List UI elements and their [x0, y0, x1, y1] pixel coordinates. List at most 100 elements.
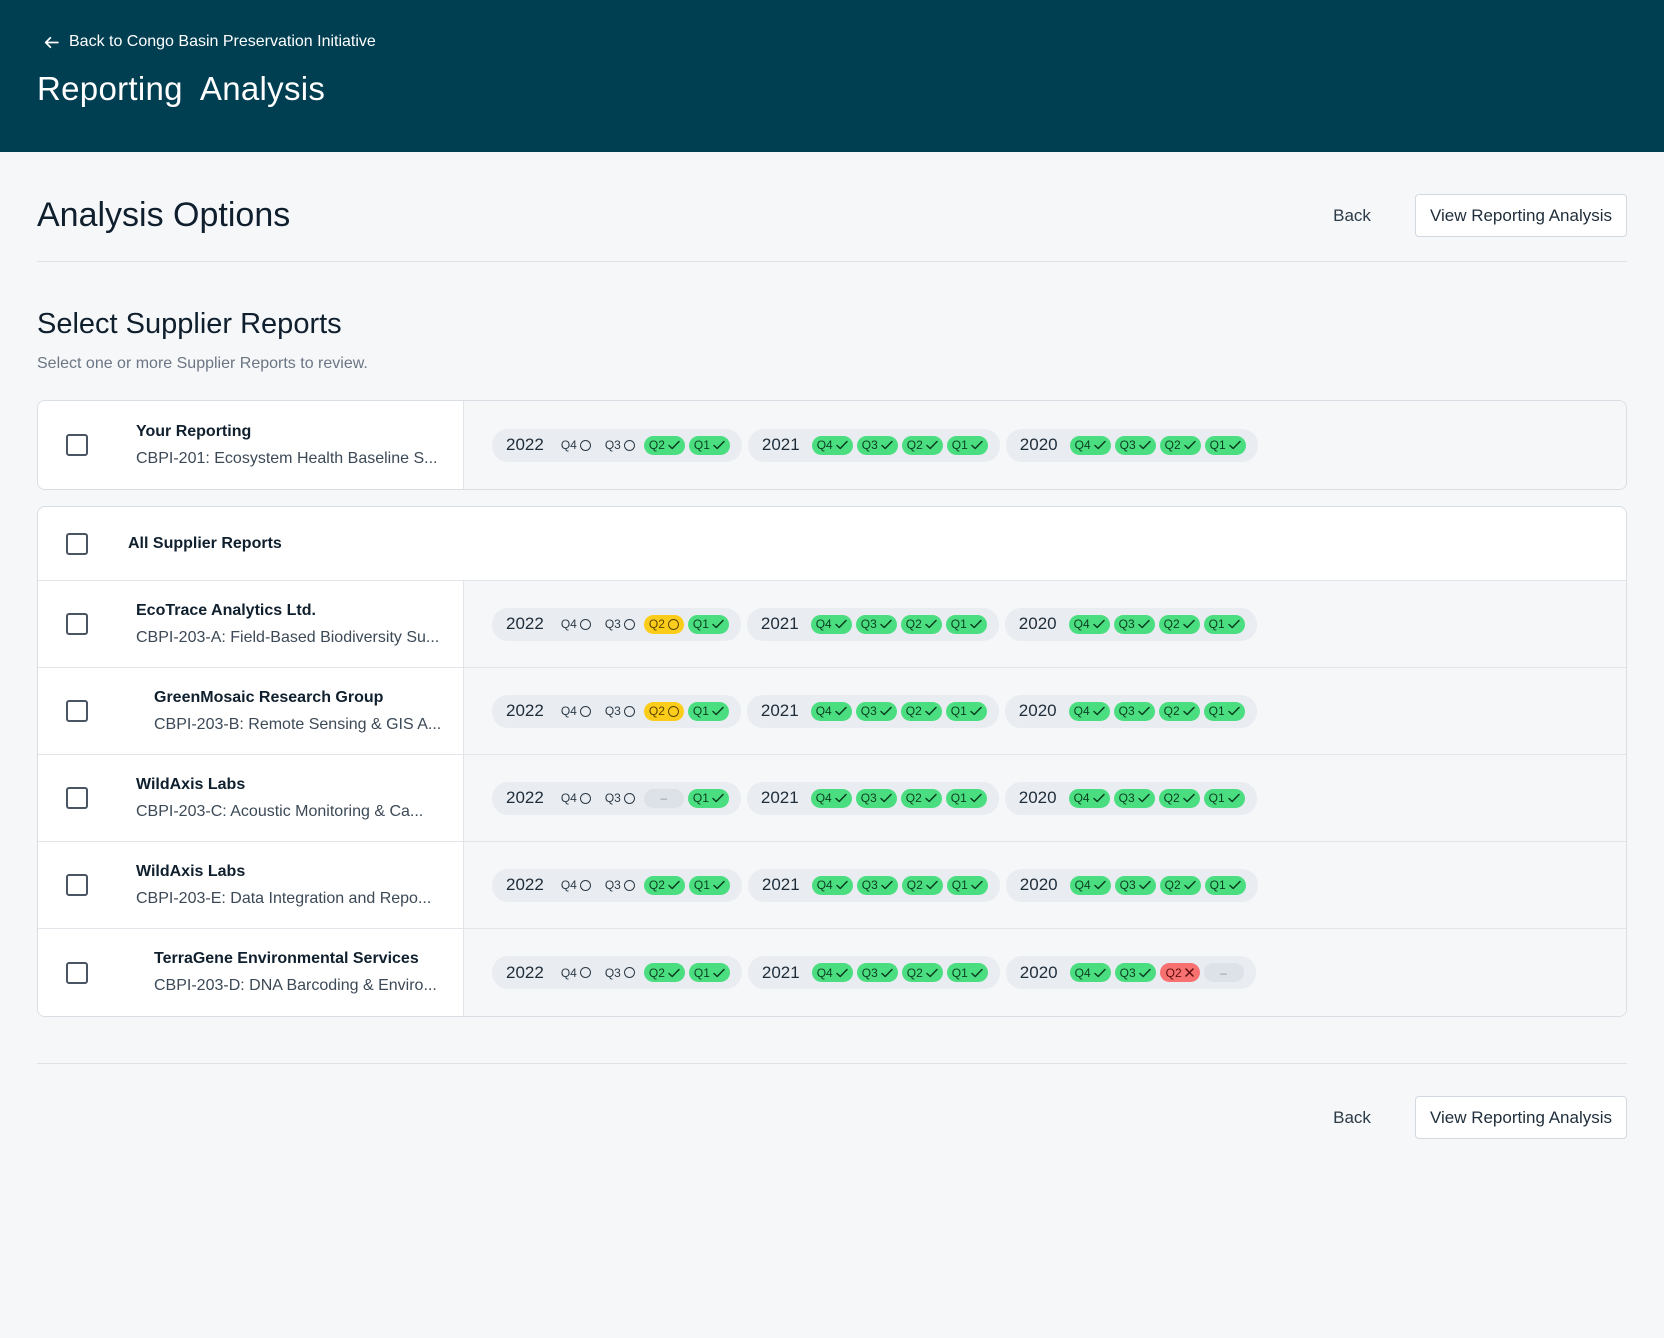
- footer-view-reporting-analysis-button[interactable]: View Reporting Analysis: [1414, 1096, 1627, 1139]
- check-icon: [1092, 619, 1105, 629]
- quarter-label: Q3: [604, 965, 621, 980]
- quarter-label: Q4: [560, 878, 577, 892]
- circle-icon: [623, 879, 635, 891]
- quarter-badge-done: Q1: [688, 435, 730, 455]
- quarter-label: Q1: [950, 617, 967, 631]
- report-description: CBPI-203-C: Acoustic Monitoring & Ca...: [136, 802, 424, 820]
- supplier-report-row: EcoTrace Analytics Ltd. CBPI-203-A: Field…: [38, 580, 1626, 667]
- quarter-badge-done: Q2: [1159, 875, 1201, 895]
- check-icon: [668, 880, 680, 890]
- check-icon: [835, 440, 848, 450]
- quarter-label: Q4: [815, 791, 832, 805]
- back-to-initiative-link[interactable]: Back to Congo Basin Preservation Initiat…: [43, 33, 376, 51]
- check-icon: [713, 440, 725, 450]
- year-label: 2022: [506, 614, 544, 633]
- quarter-badge-done: Q4: [811, 875, 853, 895]
- quarter-label: Q4: [1073, 617, 1090, 631]
- view-reporting-analysis-button[interactable]: View Reporting Analysis: [1414, 194, 1627, 237]
- check-icon: [1092, 706, 1105, 716]
- quarter-label: Q4: [1074, 878, 1091, 892]
- quarter-label: Q3: [861, 878, 878, 892]
- quarter-label: Q2: [905, 704, 922, 718]
- row-label-cell: TerraGene Environmental Services CBPI-203…: [38, 929, 464, 1016]
- supplier-report-row: WildAxis Labs CBPI-203-C: Acoustic Monito…: [38, 754, 1626, 841]
- year-group: 2021 Q4 Q3 Q2 Q1: [746, 694, 999, 728]
- check-icon: [926, 440, 938, 450]
- back-button[interactable]: Back: [1303, 196, 1401, 236]
- quarter-label: Q1: [951, 878, 968, 892]
- circle-icon: [579, 705, 591, 717]
- quarter-badge-pending: Q4: [556, 702, 596, 721]
- quarter-label: Q2: [648, 704, 665, 718]
- analysis-options-title: Analysis Options: [37, 196, 291, 234]
- all-supplier-reports-row: All Supplier Reports: [38, 507, 1626, 580]
- quarter-badge-done: Q2: [643, 963, 685, 982]
- report-description: CBPI-203-B: Remote Sensing & GIS A...: [154, 715, 442, 733]
- quarter-label: Q2: [648, 878, 665, 892]
- dash-icon: –: [1220, 965, 1227, 980]
- quarter-badge-empty: –: [643, 788, 684, 808]
- supplier-report-row: WildAxis Labs CBPI-203-E: Data Integratio…: [38, 841, 1626, 928]
- back-link-label: Back to Congo Basin Preservation Initiat…: [69, 33, 376, 50]
- quarter-label: Q1: [693, 438, 710, 452]
- quarter-badge-done: Q2: [1159, 435, 1201, 455]
- supplier-report-checkbox[interactable]: [66, 787, 88, 809]
- quarter-label: Q1: [693, 965, 710, 980]
- year-label: 2022: [506, 435, 544, 454]
- your-reporting-checkbox[interactable]: [66, 434, 88, 456]
- footer-back-button[interactable]: Back: [1303, 1098, 1401, 1138]
- year-group: 2022 Q4 Q3 Q2 Q1: [492, 956, 742, 989]
- all-supplier-reports-checkbox[interactable]: [66, 532, 88, 555]
- quarter-badge-done: Q2: [900, 614, 942, 634]
- quarter-badge-pending: Q4: [556, 789, 596, 808]
- quarter-label: Q3: [1118, 704, 1135, 718]
- year-label: 2021: [760, 701, 799, 720]
- check-icon: [1137, 793, 1150, 803]
- check-icon: [925, 706, 937, 716]
- report-description: CBPI-201: Ecosystem Health Baseline S...: [136, 449, 438, 467]
- report-description: CBPI-203-A: Field-Based Biodiversity Su.…: [136, 628, 440, 646]
- x-icon: [1184, 968, 1194, 977]
- quarter-label: Q4: [1073, 704, 1090, 718]
- quarter-label: Q2: [648, 965, 665, 980]
- circle-icon: [667, 618, 679, 630]
- quarter-label: Q1: [951, 438, 968, 452]
- supplier-report-checkbox[interactable]: [66, 700, 88, 722]
- check-icon: [926, 968, 938, 977]
- supplier-name: WildAxis Labs: [136, 775, 246, 793]
- report-owner-name: Your Reporting: [136, 422, 252, 440]
- quarter-label: Q2: [905, 791, 922, 805]
- supplier-name: WildAxis Labs: [136, 862, 246, 880]
- check-icon: [971, 880, 983, 890]
- check-icon: [834, 619, 847, 629]
- check-icon: [1137, 706, 1150, 716]
- report-description: CBPI-203-D: DNA Barcoding & Enviro...: [154, 977, 437, 994]
- check-icon: [1228, 440, 1241, 450]
- quarter-badge-done: Q3: [855, 614, 897, 634]
- row-label-cell: EcoTrace Analytics Ltd. CBPI-203-A: Field…: [38, 581, 464, 667]
- supplier-report-checkbox[interactable]: [66, 874, 88, 896]
- check-icon: [1227, 619, 1240, 629]
- check-icon: [712, 619, 724, 629]
- quarter-badge-done: Q4: [1069, 963, 1111, 982]
- year-label: 2022: [506, 875, 544, 894]
- year-label: 2022: [506, 701, 544, 720]
- check-icon: [1227, 793, 1240, 803]
- check-icon: [926, 880, 938, 890]
- quarter-label: Q3: [860, 791, 877, 805]
- supplier-report-checkbox[interactable]: [66, 961, 88, 984]
- quarter-badge-done: Q3: [856, 963, 898, 982]
- year-label: 2021: [760, 614, 799, 633]
- quarter-badge-done: Q4: [810, 701, 852, 721]
- quarter-badge-done: Q2: [643, 435, 685, 455]
- year-group: 2021 Q4 Q3 Q2 Q1: [746, 607, 999, 641]
- supplier-report-checkbox[interactable]: [66, 613, 88, 635]
- report-description: CBPI-203-E: Data Integration and Repo...: [136, 889, 432, 907]
- quarter-label: Q2: [906, 878, 923, 892]
- quarter-label: Q2: [1165, 965, 1182, 980]
- check-icon: [970, 793, 982, 803]
- your-reporting-row: Your Reporting CBPI-201: Ecosystem Healt…: [38, 401, 1626, 489]
- quarter-label: Q2: [906, 438, 923, 452]
- year-label: 2020: [1019, 962, 1058, 982]
- quarter-label: Q4: [1074, 438, 1091, 452]
